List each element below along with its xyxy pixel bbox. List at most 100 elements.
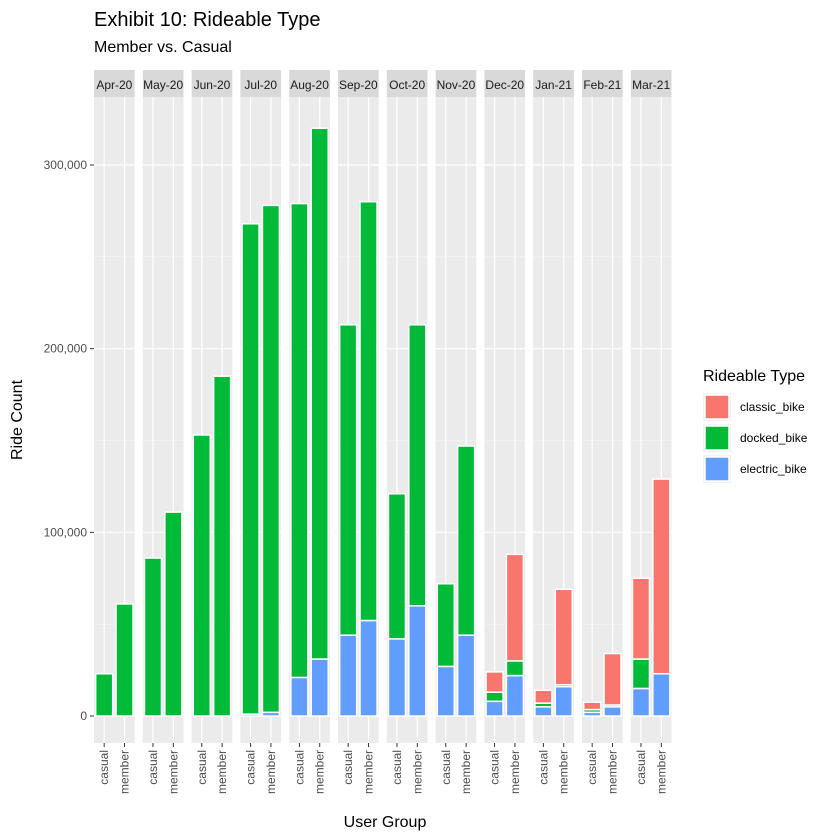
facet-panel-nov-20: Nov-20 casual member [435,70,477,794]
x-tick-label: member [215,750,229,794]
facet-strip [289,70,330,97]
facet-label: Apr-20 [96,78,132,92]
bar-segment-classic-bike [582,701,602,711]
bar-segment-docked-bike [631,658,651,690]
x-tick-label: member [410,750,424,794]
facet-strip [94,70,135,97]
x-tick-label: member [313,750,327,794]
x-tick-label: casual [439,750,453,785]
bar-segment-classic-bike [603,652,622,706]
x-tick-label: casual [292,750,306,785]
panel-background [582,97,623,743]
bar-segment-docked-bike [94,673,114,717]
legend-swatch-classic-bike [704,394,730,420]
x-tick-label: member [362,750,376,794]
bar-segment-classic-bike [534,689,553,704]
bar-segment-electric-bike [652,673,671,717]
x-tick-label: member [654,750,668,794]
bar-segment-docked-bike [387,493,407,640]
x-tick-label: casual [97,750,111,785]
facet-panel-sep-20: Sep-20 casual member [338,70,379,794]
y-tick-label: 100,000 [44,525,88,539]
facet-strip [142,70,184,97]
bar-segment-electric-bike [485,700,504,717]
facet-label: Dec-20 [485,78,524,92]
x-tick-label: casual [536,750,550,785]
facet-panel-dec-20: Dec-20 casual member [484,70,526,794]
facet-label: Feb-21 [583,78,621,92]
facet-panel-aug-20: Aug-20 casual member [289,70,330,794]
chart-title: Exhibit 10: Rideable Type [94,9,320,31]
x-axis-title: User Group [344,814,427,831]
bar-segment-docked-bike [436,583,456,668]
x-tick-label: member [606,750,620,794]
legend-label: classic_bike [740,400,805,414]
bar-segment-classic-bike [631,577,651,660]
bar-segment-docked-bike [115,603,134,717]
facet-panel-apr-20: Apr-20 casual member [94,70,135,794]
x-tick-label: member [118,750,132,794]
facet-strip [338,70,379,97]
facet-strip [582,70,623,97]
y-axis: 0 100,000 200,000 300,000 [44,158,94,723]
facet-label: Jan-21 [535,78,572,92]
x-tick-label: casual [585,750,599,785]
legend-swatch-docked-bike [704,425,730,451]
bar-segment-docked-bike [164,511,183,717]
bar-segment-electric-bike [387,638,407,717]
y-tick-label: 200,000 [44,342,88,356]
bar-segment-electric-bike [554,685,573,717]
bar-segment-docked-bike [241,223,260,715]
facet-label: Oct-20 [389,78,425,92]
legend-label: electric_bike [740,462,807,476]
y-tick-label: 300,000 [44,158,88,172]
facet-strip [386,70,428,97]
bar-segment-electric-bike [338,634,358,717]
x-tick-label: casual [146,750,160,785]
x-tick-label: casual [341,750,355,785]
x-tick-label: member [264,750,278,794]
bar-segment-docked-bike [485,691,504,703]
legend-label: docked_bike [740,431,808,445]
bar-segment-classic-bike [485,671,504,693]
facet-panel-feb-21: Feb-21 casual member [582,70,623,794]
facet-strip [191,70,233,97]
bar-segment-docked-bike [408,324,427,607]
facet-label: Nov-20 [437,78,476,92]
facet-label: Mar-21 [632,78,670,92]
facet-strip [435,70,477,97]
bar-segment-docked-bike [505,660,525,677]
bar-segment-classic-bike [505,553,525,662]
bar-segment-docked-bike [456,445,476,636]
x-tick-label: member [166,750,180,794]
bar-segment-electric-bike [310,658,329,717]
bar-segment-electric-bike [505,674,525,717]
facet-panel-jun-20: Jun-20 casual member [191,70,233,794]
bar-segment-electric-bike [456,634,476,717]
facet-strip [484,70,526,97]
facet-panel-oct-20: Oct-20 casual member [386,70,428,794]
bar-segment-docked-bike [359,200,378,622]
facet-strip [630,70,672,97]
x-tick-label: casual [244,750,258,785]
facet-label: Sep-20 [339,78,378,92]
facet-label: Jun-20 [194,78,231,92]
legend: Rideable Type classic_bike docked_bikeele… [703,368,808,483]
x-tick-label: member [508,750,522,794]
chart-subtitle: Member vs. Casual [94,39,232,56]
facet-panel-jul-20: Jul-20 casual member [240,70,282,794]
bar-segment-docked-bike [310,127,329,660]
y-axis-title: Ride Count [9,379,26,460]
bar-segment-docked-bike [290,202,309,679]
x-tick-label: member [459,750,473,794]
facet-panel-may-20: May-20 casual member [142,70,184,794]
bar-segment-electric-bike [631,687,651,717]
facet-strip [533,70,574,97]
bar-segment-electric-bike [436,665,456,717]
y-tick-label: 0 [80,709,87,723]
facet-label: Jul-20 [244,78,277,92]
facet-label: Aug-20 [290,78,329,92]
facet-panel-mar-21: Mar-21 casual member [630,70,672,794]
